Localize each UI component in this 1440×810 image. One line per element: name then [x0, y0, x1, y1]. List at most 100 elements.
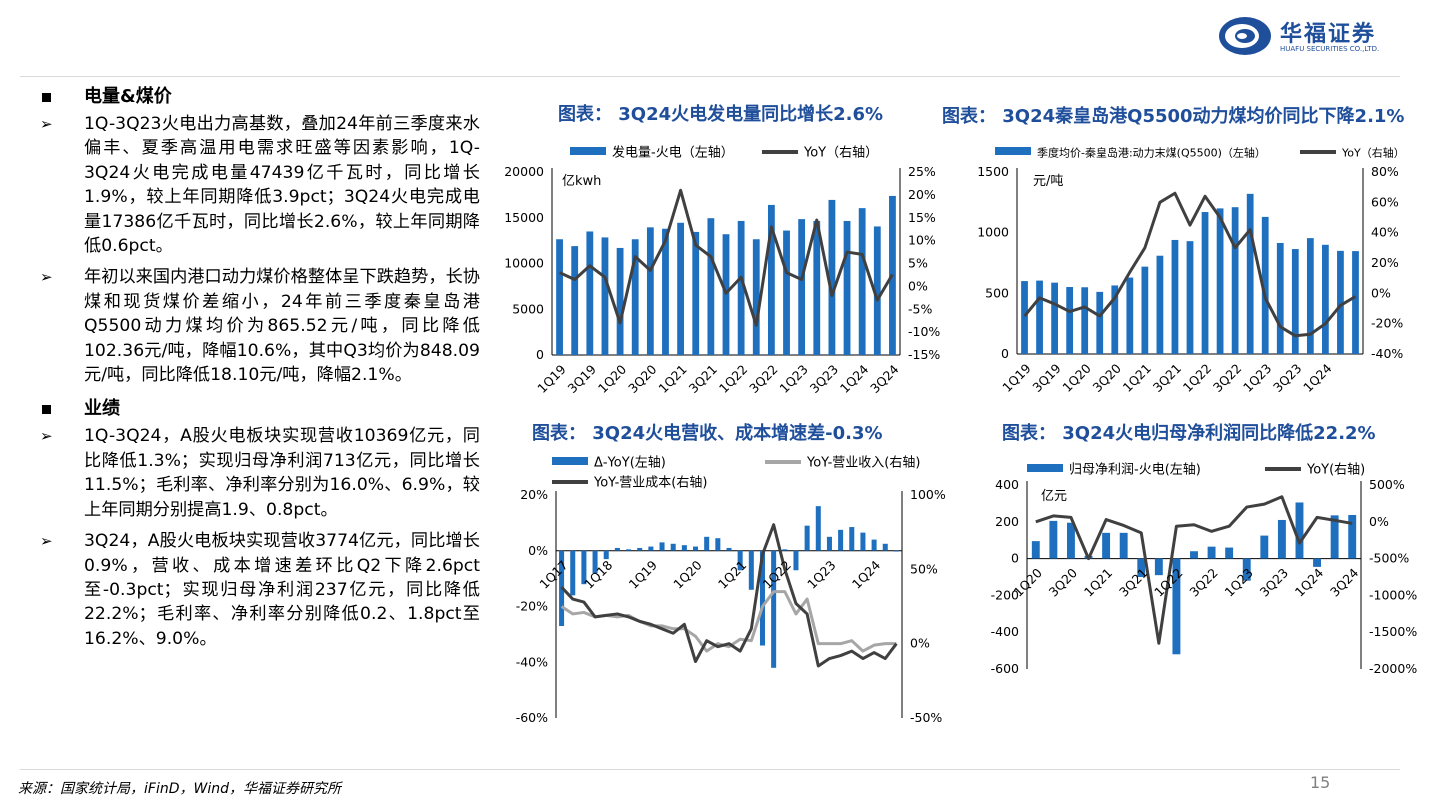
bar: [813, 220, 821, 355]
legend-label: YoY(右轴): [1306, 463, 1365, 478]
bar: [1049, 520, 1058, 559]
x-tick-label: 1Q23: [804, 557, 838, 591]
bar: [1111, 285, 1119, 354]
right-axis-tick: 15%: [908, 210, 936, 225]
bar: [798, 219, 806, 355]
x-tick-label: 3Q24: [867, 362, 901, 396]
x-tick-label: 3Q20: [1046, 565, 1080, 599]
right-axis-tick: 25%: [908, 164, 936, 179]
bar: [692, 231, 700, 355]
left-axis-tick: 200: [995, 514, 1019, 529]
x-tick-label: 3Q22: [746, 362, 780, 396]
bar: [1330, 515, 1339, 559]
bar: [1066, 522, 1075, 559]
legend-label: YoY（右轴）: [1341, 146, 1405, 160]
bar: [592, 550, 598, 574]
x-tick-label: 3Q24: [1327, 565, 1361, 599]
bullet-ytd-results: ➢ 1Q-3Q24，A股火电板块实现营收10369亿元，同比降低1.3%；实现归母…: [40, 426, 480, 520]
bar: [1081, 287, 1089, 354]
bar: [771, 550, 777, 668]
bar: [1225, 547, 1234, 559]
text-column: 电量&煤价 ➢ 1Q-3Q23火电出力高基数，叠加24年前三季度来水偏丰、夏季高温…: [40, 82, 480, 658]
legend-label: YoY-营业成本(右轴): [593, 476, 707, 491]
left-axis-tick: 20000: [504, 164, 544, 179]
bar: [1337, 250, 1344, 354]
bar: [826, 536, 832, 551]
left-axis-tick: 1000: [977, 225, 1009, 240]
left-axis-tick: 400: [995, 477, 1019, 492]
bar: [707, 218, 715, 355]
right-axis-tick: 5%: [908, 256, 928, 271]
left-axis-tick: 0: [1011, 551, 1019, 566]
source-note: 来源：国家统计局，iFinD，Wind，华福证券研究所: [18, 781, 341, 797]
bar: [815, 506, 821, 551]
chart-coal-price: 050010001500-40%-20%0%20%40%60%80%1Q193Q…: [977, 146, 1405, 396]
bar: [681, 545, 687, 551]
left-axis-tick: 15000: [504, 210, 544, 225]
x-tick-label: 3Q22: [1186, 565, 1220, 599]
bar: [586, 231, 594, 355]
x-tick-label: 1Q20: [670, 557, 704, 591]
bar: [804, 525, 810, 551]
cost-yoy-line: [560, 523, 898, 668]
bar: [752, 239, 760, 355]
bar: [873, 226, 881, 355]
x-tick-label: 3Q23: [807, 362, 841, 396]
bar: [767, 204, 775, 355]
right-axis-tick: 0%: [1371, 285, 1391, 300]
bar: [662, 228, 669, 355]
bar: [838, 529, 844, 551]
bar: [1246, 193, 1254, 354]
left-axis-tick: 0%: [528, 543, 548, 558]
legend-label: YoY-营业收入(右轴): [806, 456, 920, 471]
x-tick-label: 1Q24: [849, 557, 883, 591]
bar: [715, 538, 721, 551]
yoy-line: [1035, 495, 1353, 645]
left-axis-tick: -60%: [516, 710, 548, 725]
bar: [893, 550, 899, 552]
bar: [1261, 216, 1269, 354]
x-tick-label: 1Q23: [776, 362, 810, 396]
bar: [737, 550, 743, 571]
bar: [1031, 541, 1040, 559]
right-axis-tick: 500%: [1369, 477, 1405, 492]
right-axis-tick: 60%: [1371, 194, 1399, 209]
x-tick-label: 1Q23: [1221, 565, 1255, 599]
bar: [858, 208, 866, 355]
x-tick-label: 3Q23: [1270, 361, 1304, 395]
right-axis-tick: 10%: [908, 233, 936, 248]
bar: [704, 536, 710, 551]
bar: [659, 542, 665, 551]
bar: [882, 543, 888, 551]
right-axis-tick: -40%: [1371, 346, 1403, 361]
x-tick-label: 3Q19: [565, 362, 599, 396]
x-tick-label: 1Q22: [1180, 361, 1214, 395]
bar: [748, 550, 754, 590]
x-tick-label: 3Q20: [625, 362, 659, 396]
x-tick-label: 3Q19: [1029, 361, 1063, 395]
bar: [1051, 282, 1058, 354]
section-heading-performance: 业绩: [40, 394, 480, 424]
unit-label: 亿kwh: [562, 174, 601, 189]
bar: [571, 246, 579, 355]
left-axis-tick: 10000: [504, 256, 544, 271]
right-axis-tick: 20%: [1371, 255, 1399, 270]
bar: [1242, 558, 1251, 581]
bar: [782, 549, 788, 551]
left-axis-tick: 0: [536, 347, 544, 362]
bar: [631, 239, 639, 355]
left-axis-tick: -400: [991, 624, 1019, 639]
bar: [737, 220, 745, 355]
bar: [849, 527, 855, 551]
bar: [1141, 266, 1149, 354]
left-axis-tick: 20%: [520, 487, 548, 502]
company-logo: 华福证券 HUAFU SECURITIES CO.,LTD.: [1218, 14, 1408, 60]
unit-label: 元/吨: [1033, 174, 1063, 189]
chart3-title: 图表： 3Q24火电营收、成本增速差-0.3%: [532, 423, 883, 444]
x-tick-label: 1Q24: [1300, 361, 1334, 395]
x-tick-label: 1Q21: [1120, 361, 1154, 395]
bar: [726, 547, 732, 551]
left-axis-tick: 5000: [512, 301, 544, 316]
right-axis-tick: -50%: [910, 710, 942, 725]
yoy-line: [1023, 191, 1357, 338]
